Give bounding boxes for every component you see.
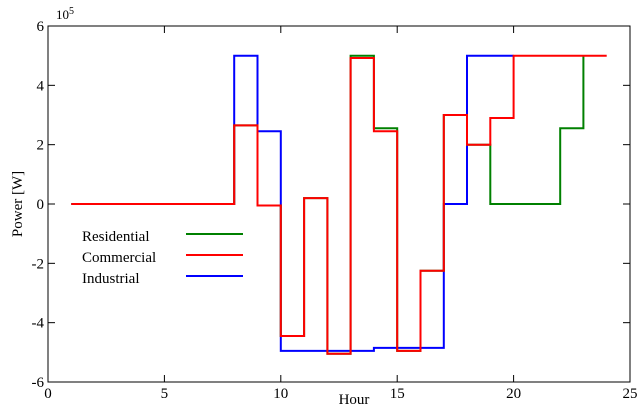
y-tick-label: -6	[32, 375, 45, 391]
x-tick-label: 15	[390, 386, 405, 402]
x-tick-label: 5	[161, 386, 169, 402]
series-layer	[71, 54, 607, 355]
legend-label-industrial: Industrial	[82, 271, 140, 287]
series-line-industrial	[71, 54, 514, 352]
y-tick-label: 4	[37, 78, 45, 94]
y-axis-label: Power [W]	[10, 171, 26, 237]
legend-label-commercial: Commercial	[82, 250, 156, 266]
x-tick-label: 0	[44, 386, 52, 402]
y-tick-label: 0	[37, 197, 45, 213]
y-tick-label: -4	[32, 316, 45, 332]
x-tick-label: 25	[623, 386, 638, 402]
x-tick-label: 10	[273, 386, 288, 402]
y-axis-multiplier-base: 10	[56, 7, 69, 22]
y-axis-multiplier: 105	[56, 6, 74, 22]
ticks-layer: 0 5 10 15 20 25 -6 -4 -2 0 2 4 6	[32, 19, 638, 402]
y-tick-label: -2	[32, 256, 45, 272]
x-axis-label: Hour	[339, 392, 370, 407]
series-line-commercial	[71, 54, 607, 355]
legend-label-residential: Residential	[82, 229, 150, 245]
y-tick-label: 6	[37, 19, 45, 35]
y-tick-label: 2	[37, 138, 45, 154]
y-axis-multiplier-exponent: 5	[69, 6, 74, 17]
legend: Residential Commercial Industrial	[82, 229, 243, 287]
x-tick-label: 20	[506, 386, 521, 402]
